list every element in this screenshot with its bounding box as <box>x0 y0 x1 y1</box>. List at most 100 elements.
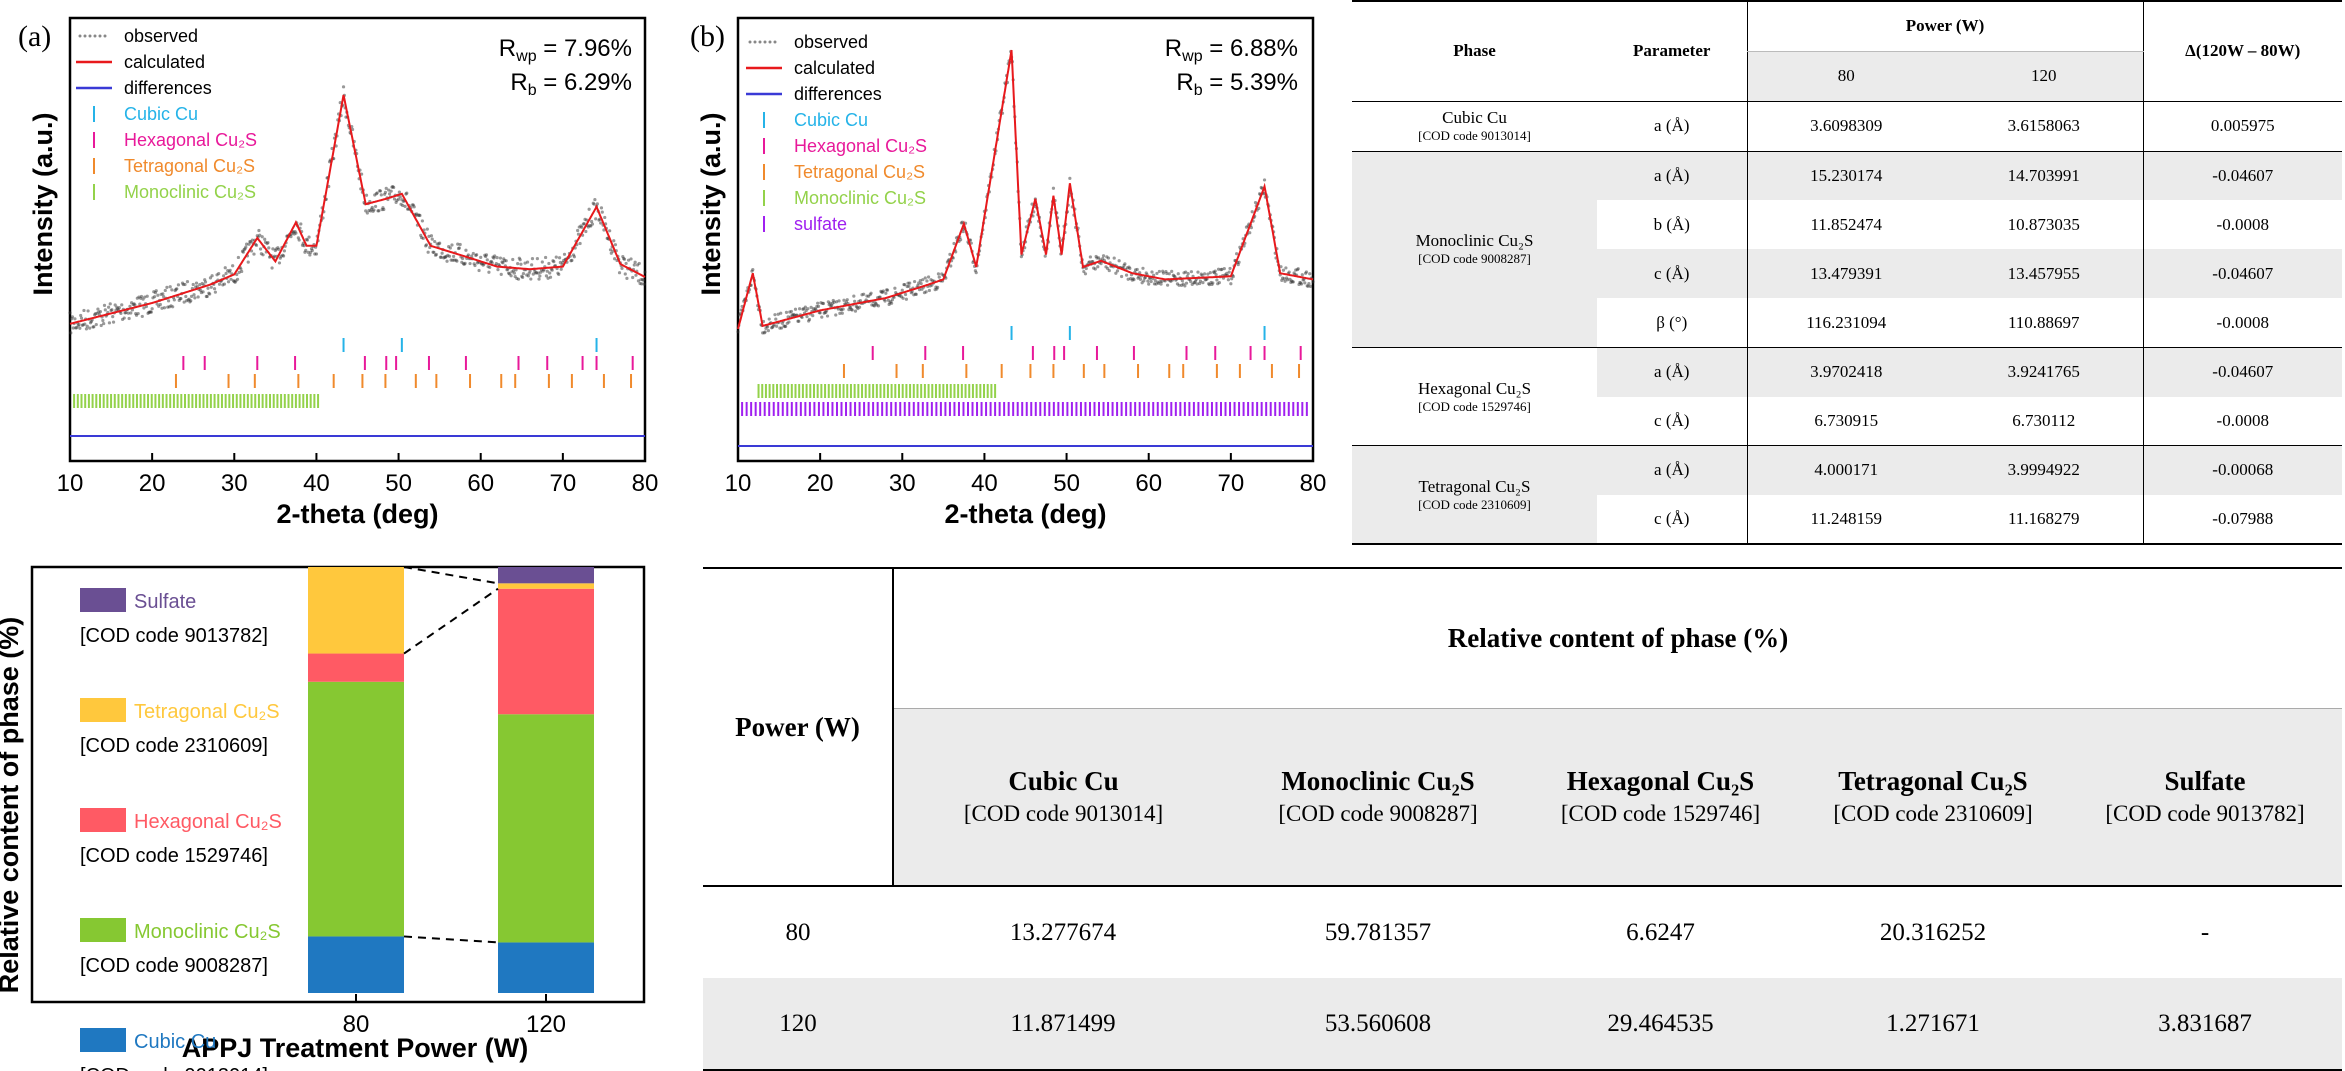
observed-point <box>1237 260 1241 264</box>
plot-frame <box>736 16 1315 463</box>
observed-point <box>383 190 388 194</box>
observed-point <box>124 311 128 315</box>
observed-point <box>235 277 240 281</box>
observed-point <box>457 246 461 250</box>
observed-point <box>258 247 263 251</box>
observed-point <box>640 282 644 286</box>
x-tick-label: 30 <box>889 470 916 497</box>
observed-point <box>260 235 264 239</box>
col-hexagonal: Hexagonal Cu₂S [COD code 1529746] <box>1523 708 1798 886</box>
observed-point <box>1117 259 1121 263</box>
observed-point <box>101 318 105 323</box>
legend-label: differences <box>794 84 882 104</box>
observed-point <box>842 298 846 302</box>
delta-cell: -0.07988 <box>2212 508 2274 528</box>
observed-point <box>590 219 594 224</box>
observed-point <box>471 251 475 256</box>
observed-point <box>893 286 897 290</box>
value-120: 3.9241765 <box>1945 347 2144 397</box>
header-power: Power (W) <box>1746 1 2144 52</box>
delta-cell: -0.0008 <box>2216 214 2269 234</box>
rb-label: Rb = 6.29% <box>510 69 632 99</box>
observed-point <box>789 309 793 314</box>
observed-point <box>245 242 249 246</box>
observed-point <box>832 300 836 304</box>
lattice-parameter-table: Phase Parameter Power (W) Δ(120W – 80W) … <box>1352 0 2342 545</box>
legend-cod: [COD code 9008287] <box>80 955 268 977</box>
observed-point <box>201 290 205 294</box>
observed-point <box>919 281 923 286</box>
observed-point <box>643 270 647 274</box>
observed-point <box>168 285 172 289</box>
delta-cell: -0.00068 <box>2143 445 2342 495</box>
observed-point <box>189 299 193 303</box>
observed-point <box>129 311 133 315</box>
observed-point <box>96 307 100 311</box>
observed-point <box>421 236 425 240</box>
observed-point <box>1107 268 1111 273</box>
observed-point <box>547 261 551 266</box>
observed-point <box>1099 262 1103 266</box>
observed-point <box>1112 256 1116 260</box>
observed-point <box>853 309 858 313</box>
observed-point <box>800 315 804 320</box>
observed-point <box>1153 278 1157 283</box>
observed-point <box>281 254 286 258</box>
observed-point <box>68 311 72 315</box>
observed-point <box>145 294 149 298</box>
legend-marker <box>98 34 102 38</box>
observed-point <box>154 289 158 293</box>
observed-point <box>530 257 535 261</box>
observed-point <box>916 283 920 287</box>
observed-point <box>837 299 841 303</box>
observed-point <box>108 302 112 306</box>
observed-point <box>244 245 248 249</box>
x-tick-label: 20 <box>139 470 166 497</box>
observed-point <box>557 256 562 260</box>
observed-point <box>463 261 467 265</box>
observed-point <box>1229 282 1233 286</box>
observed-point <box>1202 272 1207 276</box>
observed-point <box>1120 274 1124 279</box>
observed-point <box>172 298 176 302</box>
observed-point <box>766 329 770 333</box>
cell-value: 59.781357 <box>1324 918 1432 946</box>
observed-point <box>1176 272 1180 276</box>
observed-point <box>450 243 454 247</box>
observed-points <box>68 85 647 335</box>
header-relative-content: Relative content of phase (%) <box>893 568 2342 709</box>
observed-point <box>464 248 468 252</box>
observed-point <box>430 237 434 241</box>
value-80: 11.852474 <box>1746 200 1945 250</box>
param-cell: a (Å) <box>1654 116 1690 136</box>
observed-point <box>1184 270 1188 274</box>
cell-value: 29.464535 <box>1523 978 1798 1070</box>
observed-point <box>389 189 393 193</box>
observed-point <box>79 313 83 318</box>
observed-point <box>641 278 645 282</box>
observed-point <box>473 263 477 268</box>
observed-point <box>613 243 618 247</box>
x-tick-label: 70 <box>550 470 577 497</box>
observed-point <box>1308 284 1313 288</box>
observed-point <box>162 306 167 310</box>
observed-point <box>78 326 82 330</box>
observed-point <box>786 315 790 319</box>
observed-point <box>1189 279 1193 284</box>
observed-point <box>917 288 922 292</box>
observed-point <box>1230 277 1234 281</box>
observed-point <box>807 317 812 322</box>
observed-point <box>632 263 636 267</box>
observed-point <box>544 274 549 278</box>
observed-point <box>426 250 430 254</box>
observed-point <box>241 250 245 254</box>
observed-point <box>434 252 438 257</box>
observed-point <box>120 303 124 307</box>
observed-point <box>1296 267 1300 271</box>
observed-point <box>1262 178 1267 182</box>
observed-point <box>917 281 921 285</box>
observed-point <box>239 267 243 271</box>
observed-point <box>314 252 319 256</box>
observed-point <box>900 288 904 292</box>
